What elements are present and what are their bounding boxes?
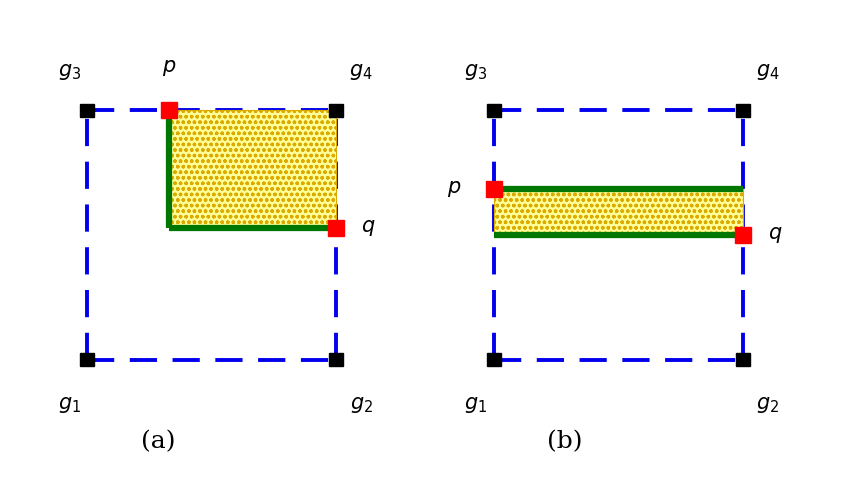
Text: (b): (b) [547,430,583,454]
Text: (a): (a) [141,430,175,454]
Text: $g_4$: $g_4$ [349,62,373,82]
Text: $p$: $p$ [162,58,176,78]
Bar [329,220,344,236]
Text: $g_2$: $g_2$ [350,395,373,415]
Text: $g_3$: $g_3$ [464,62,488,82]
Text: $g_2$: $g_2$ [756,395,779,415]
Bar [329,104,343,118]
Text: $g_3$: $g_3$ [58,62,81,82]
Text: $q$: $q$ [767,225,782,245]
Bar [80,352,94,366]
Bar [329,352,343,366]
Text: $g_4$: $g_4$ [756,62,779,82]
Text: $q$: $q$ [361,218,375,238]
Bar [80,104,94,118]
Bar [735,227,750,243]
Bar [169,110,336,228]
Bar [736,352,750,366]
Text: $g_1$: $g_1$ [464,395,488,415]
Text: $p$: $p$ [447,179,462,199]
Bar [487,104,501,118]
Bar [494,189,743,235]
Bar [169,110,336,228]
Bar [736,104,750,118]
Bar [486,180,501,197]
Bar [494,189,743,235]
Bar [161,102,177,118]
Bar [487,352,501,366]
Text: $g_1$: $g_1$ [58,395,81,415]
